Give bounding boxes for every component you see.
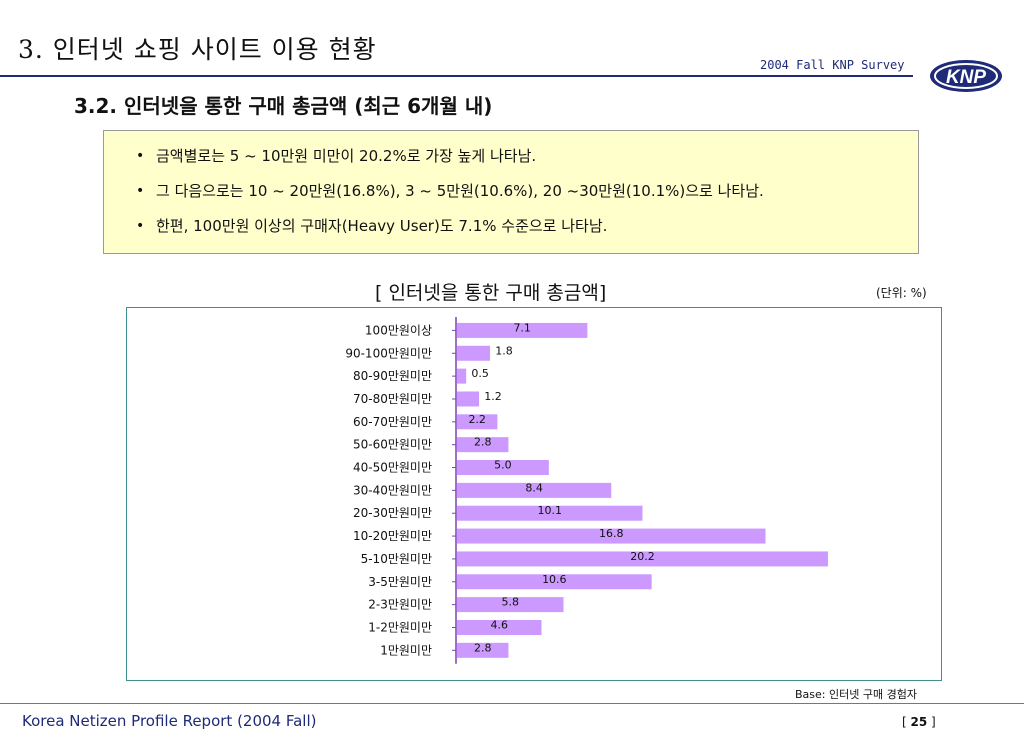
- category-label: 30-40만원미만: [353, 483, 432, 497]
- page-bracket-open: [: [902, 715, 911, 729]
- summary-list: 금액별로는 5 ~ 10만원 미만이 20.2%로 가장 높게 나타남. 그 다…: [104, 131, 918, 235]
- base-note: Base: 인터넷 구매 경험자: [795, 688, 917, 701]
- bar-value-label: 20.2: [630, 550, 655, 563]
- bar-value-label: 1.8: [495, 344, 513, 357]
- survey-label: 2004 Fall KNP Survey: [760, 58, 905, 72]
- bar-value-label: 7.1: [513, 321, 531, 334]
- section-title: 3.2. 인터넷을 통한 구매 총금액 (최근 6개월 내): [74, 94, 493, 118]
- bar: [457, 528, 766, 544]
- bar: [457, 505, 643, 521]
- header-divider: [0, 75, 913, 77]
- summary-item: 한편, 100만원 이상의 구매자(Heavy User)도 7.1% 수준으로…: [136, 217, 918, 235]
- bar: [457, 345, 491, 361]
- page-bracket-close: ]: [927, 715, 936, 729]
- footer-divider: [0, 703, 1024, 704]
- bar: [457, 482, 612, 498]
- bar-value-label: 5.0: [494, 459, 512, 472]
- bar: [457, 619, 542, 635]
- bar-value-label: 2.2: [468, 413, 486, 426]
- category-label: 1만원미만: [380, 643, 432, 657]
- category-label: 20-30만원미만: [353, 506, 432, 520]
- page-title: 3. 인터넷 쇼핑 사이트 이용 현황: [18, 35, 377, 64]
- category-label: 1-2만원미만: [368, 620, 432, 634]
- category-label: 70-80만원미만: [353, 392, 432, 406]
- bar: [457, 414, 498, 430]
- chart-frame: 100만원이상 7.1 90-100만원미만 1.8 80-90만원미만 0.5 70-80…: [126, 307, 942, 681]
- bar-value-label: 2.8: [474, 641, 492, 654]
- bar-value-label: 8.4: [525, 481, 543, 494]
- bar: [457, 642, 509, 658]
- category-label: 100만원이상: [365, 323, 432, 337]
- bar-chart: 100만원이상 7.1 90-100만원미만 1.8 80-90만원미만 0.5 70-80…: [345, 317, 828, 664]
- bar: [457, 460, 549, 476]
- bar: [457, 437, 509, 453]
- category-label: 3-5만원미만: [368, 575, 432, 589]
- chart-title: [ 인터넷을 통한 구매 총금액]: [375, 282, 607, 304]
- page-number-value: 25: [910, 715, 928, 729]
- category-label: 80-90만원미만: [353, 369, 432, 383]
- bar: [457, 391, 480, 407]
- category-label: 2-3만원미만: [368, 598, 432, 612]
- bar: [457, 597, 564, 613]
- unit-label: (단위: %): [876, 286, 927, 300]
- logo-text: KNP: [946, 67, 986, 88]
- bar-value-label: 10.6: [542, 573, 567, 586]
- bar-value-label: 4.6: [490, 618, 508, 631]
- category-label: 5-10만원미만: [361, 552, 432, 566]
- bar-value-label: 1.2: [484, 390, 502, 403]
- summary-item: 금액별로는 5 ~ 10만원 미만이 20.2%로 가장 높게 나타남.: [136, 147, 918, 165]
- bar: [457, 574, 652, 590]
- summary-box: 금액별로는 5 ~ 10만원 미만이 20.2%로 가장 높게 나타남. 그 다…: [103, 130, 919, 254]
- bar-value-label: 16.8: [599, 527, 624, 540]
- bar: [457, 551, 828, 567]
- category-label: 10-20만원미만: [353, 529, 432, 543]
- report-name: Korea Netizen Profile Report (2004 Fall): [22, 712, 317, 730]
- bar-value-label: 5.8: [502, 596, 519, 609]
- page-number: [ 25 ]: [902, 715, 936, 729]
- bar-value-label: 0.5: [471, 367, 489, 380]
- category-label: 50-60만원미만: [353, 438, 432, 452]
- bar: [457, 322, 588, 338]
- bar: [457, 368, 467, 384]
- category-label: 60-70만원미만: [353, 415, 432, 429]
- knp-logo: KNP: [930, 60, 1002, 92]
- category-label: 90-100만원미만: [345, 346, 432, 360]
- category-label: 40-50만원미만: [353, 461, 432, 475]
- bar-value-label: 10.1: [537, 504, 562, 517]
- bar-value-label: 2.8: [474, 436, 492, 449]
- summary-item: 그 다음으로는 10 ~ 20만원(16.8%), 3 ~ 5만원(10.6%)…: [136, 182, 918, 200]
